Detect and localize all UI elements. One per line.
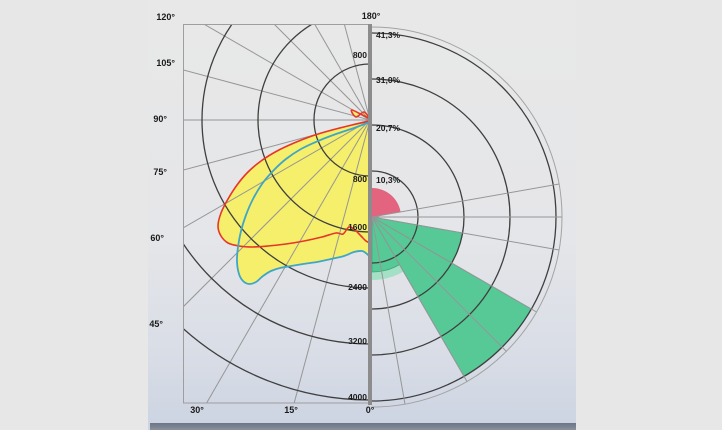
c0-plane-curve [217, 120, 370, 248]
intensity-value-label: 4000 [348, 392, 367, 402]
right-angle-ray [371, 216, 507, 352]
right-angle-ray [371, 183, 560, 218]
intensity-value-label: 2400 [348, 282, 367, 292]
right-angle-ray [371, 216, 468, 382]
flux-percent-label: 41,3% [376, 30, 401, 40]
left-angle-ray [183, 119, 370, 171]
card-bottom-bar [150, 423, 576, 430]
intensity-value-label: 800 [353, 174, 367, 184]
angle-tick-label: 90° [153, 114, 167, 124]
angle-tick-label: 15° [284, 405, 298, 415]
intensity-value-label: 800 [353, 50, 367, 60]
left-intensity-grid [183, 24, 370, 403]
left-ring [201, 24, 370, 289]
angle-tick-label: 75° [153, 167, 167, 177]
flux-percent-label: 20,7% [376, 123, 401, 133]
angle-tick-label: 60° [150, 233, 164, 243]
left-angle-ray [206, 119, 370, 403]
flux-percent-label: 31,0% [376, 75, 401, 85]
angle-tick-label: 180° [362, 11, 381, 21]
left-ring [313, 63, 370, 177]
left-angle-ray [343, 24, 370, 121]
c90-plane-curve [236, 121, 370, 285]
intensity-value-label: 3200 [348, 336, 367, 346]
left-angle-ray [293, 119, 370, 403]
upper-flux-sector [372, 187, 401, 217]
angle-tick-label: 0° [366, 405, 375, 415]
angle-tick-label: 120° [156, 12, 175, 22]
flux-percent-label: 10,3% [376, 175, 401, 185]
angle-tick-label: 105° [156, 58, 175, 68]
left-ring [257, 24, 370, 233]
angle-tick-label: 45° [149, 319, 163, 329]
flux-zone-rim [372, 264, 404, 281]
left-angle-ray [183, 119, 370, 308]
diagram-labels: 120° 105° 90° 75° 60° 45° 180° 30° 15° 0° 800 800 16… [149, 11, 400, 415]
left-angle-ray [314, 24, 370, 121]
right-angle-ray [371, 216, 406, 405]
left-angle-ray [183, 119, 370, 229]
angle-tick-label: 30° [190, 405, 204, 415]
left-angle-ray [183, 69, 370, 121]
left-angle-ray [273, 24, 370, 121]
left-angle-ray [203, 24, 370, 121]
c0-plane-curve-spike [350, 109, 370, 120]
intensity-value-label: 1600 [348, 222, 367, 232]
right-angle-ray [371, 216, 560, 251]
right-angle-ray [371, 216, 537, 313]
